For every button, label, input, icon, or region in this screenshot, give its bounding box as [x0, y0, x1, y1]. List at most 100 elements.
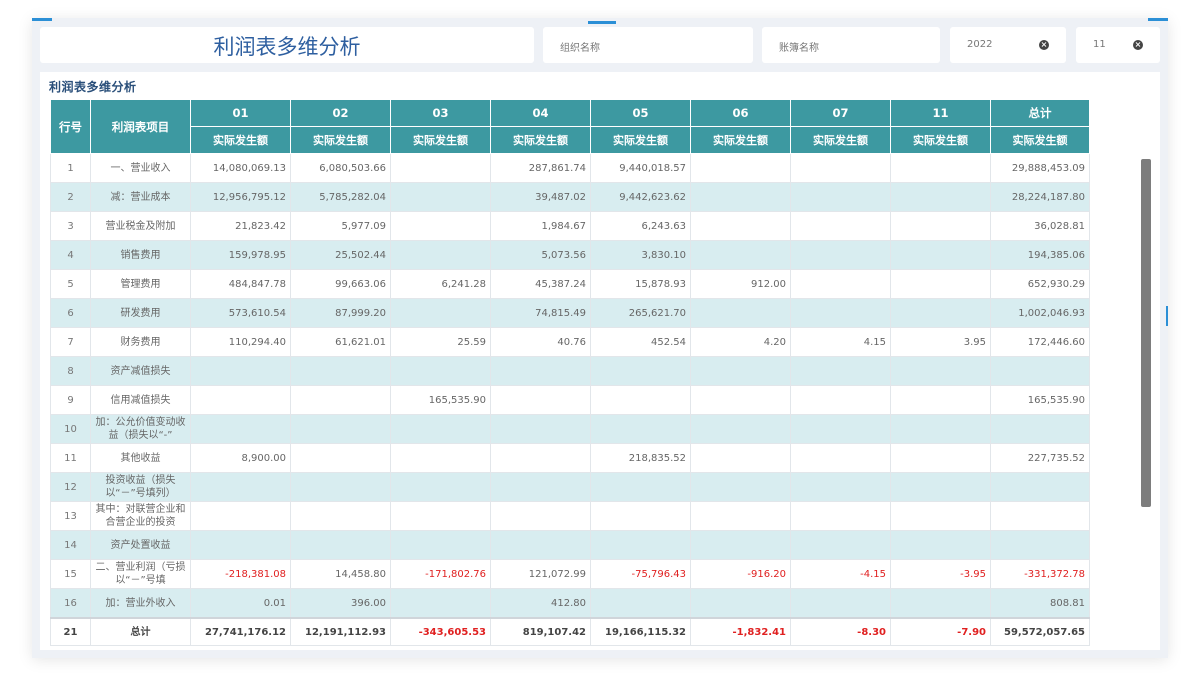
- value-cell: [690, 385, 791, 415]
- close-circle-icon[interactable]: ×: [1039, 40, 1049, 50]
- table-row[interactable]: 15 二、营业利润（亏损以“－”号填 -218,381.08 14,458.80 -17…: [50, 559, 1090, 589]
- measure-header[interactable]: 实际发生额: [590, 126, 691, 154]
- value-cell: [890, 211, 991, 241]
- value-cell: [390, 530, 491, 560]
- period-header[interactable]: 03: [390, 99, 491, 127]
- total-cell: -343,605.53: [390, 617, 491, 646]
- table-row[interactable]: 2 减：营业成本 12,956,795.12 5,785,282.04 39,487.0…: [50, 182, 1090, 212]
- period-header[interactable]: 05: [590, 99, 691, 127]
- value-cell: [990, 530, 1090, 560]
- table-row[interactable]: 6 研发费用 573,610.54 87,999.20 74,815.49 265,621…: [50, 298, 1090, 328]
- period-header[interactable]: 11: [890, 99, 991, 127]
- value-cell: [390, 182, 491, 212]
- value-cell: 165,535.90: [990, 385, 1090, 415]
- period-header[interactable]: 04: [490, 99, 591, 127]
- accent-bar-right: [1148, 18, 1168, 21]
- value-cell: 40.76: [490, 327, 591, 357]
- value-cell: 808.81: [990, 588, 1090, 619]
- value-cell: [790, 530, 891, 560]
- measure-header[interactable]: 实际发生额: [190, 126, 291, 154]
- row-item-label: 加：公允价值变动收益（损失以“-”: [90, 414, 191, 444]
- total-cell: -1,832.41: [690, 617, 791, 646]
- measure-header[interactable]: 实际发生额: [490, 126, 591, 154]
- value-cell: [690, 240, 791, 270]
- row-item-label: 投资收益（损失以“－”号填列）: [90, 472, 191, 502]
- total-cell: 19,166,115.32: [590, 617, 691, 646]
- year-select[interactable]: 2022 ×: [950, 27, 1066, 63]
- value-cell: 5,977.09: [290, 211, 391, 241]
- value-cell: 74,815.49: [490, 298, 591, 328]
- header-row-periods: 行号 利润表项目 01 02 03 04 05 06 07 11 总计: [50, 99, 1090, 154]
- row-index: 4: [50, 240, 91, 270]
- value-cell: [890, 269, 991, 299]
- year-value: 2022: [967, 39, 993, 50]
- value-cell: 287,861.74: [490, 153, 591, 183]
- table-row[interactable]: 8 资产减值损失: [50, 356, 1090, 386]
- value-cell: 6,241.28: [390, 269, 491, 299]
- period-header[interactable]: 07: [790, 99, 891, 127]
- org-select[interactable]: 组织名称: [543, 27, 753, 63]
- table-row[interactable]: 9 信用减值损失 165,535.90 165,535.90: [50, 385, 1090, 415]
- value-cell: [490, 356, 591, 386]
- value-cell: [390, 298, 491, 328]
- vertical-scrollbar[interactable]: [1141, 159, 1151, 507]
- row-index: 14: [50, 530, 91, 560]
- value-cell: [390, 211, 491, 241]
- table-row[interactable]: 5 管理费用 484,847.78 99,663.06 6,241.28 45,387.2…: [50, 269, 1090, 299]
- value-cell: 396.00: [290, 588, 391, 619]
- period-header[interactable]: 06: [690, 99, 791, 127]
- header-row-measure: 实际发生额 实际发生额 实际发生额 实际发生额 实际发生额 实际发生额 实际发生…: [51, 126, 1090, 154]
- table-row[interactable]: 1 一、营业收入 14,080,069.13 6,080,503.66 287,861.…: [50, 153, 1090, 183]
- table-row[interactable]: 7 财务费用 110,294.40 61,621.01 25.59 40.76 452.54…: [50, 327, 1090, 357]
- table-row[interactable]: 11 其他收益 8,900.00 218,835.52 227,735.52: [50, 443, 1090, 473]
- value-cell: [690, 182, 791, 212]
- row-index: 6: [50, 298, 91, 328]
- value-cell: 3.95: [890, 327, 991, 357]
- measure-header[interactable]: 实际发生额: [790, 126, 891, 154]
- measure-header[interactable]: 实际发生额: [690, 126, 791, 154]
- accent-bar-center: [588, 21, 616, 24]
- value-cell: -331,372.78: [990, 559, 1090, 589]
- value-cell: 5,073.56: [490, 240, 591, 270]
- value-cell: 25,502.44: [290, 240, 391, 270]
- table-row[interactable]: 12 投资收益（损失以“－”号填列）: [50, 472, 1090, 502]
- period-select[interactable]: 11 ×: [1076, 27, 1160, 63]
- table-row[interactable]: 3 营业税金及附加 21,823.42 5,977.09 1,984.67 6,243.6…: [50, 211, 1090, 241]
- close-circle-icon[interactable]: ×: [1133, 40, 1143, 50]
- value-cell: [690, 472, 791, 502]
- value-cell: [590, 501, 691, 531]
- measure-header[interactable]: 实际发生额: [890, 126, 991, 154]
- table-row[interactable]: 4 销售费用 159,978.95 25,502.44 5,073.56 3,830.10…: [50, 240, 1090, 270]
- period-header[interactable]: 总计: [990, 99, 1090, 127]
- value-cell: -75,796.43: [590, 559, 691, 589]
- total-index: 21: [50, 617, 91, 646]
- row-index: 3: [50, 211, 91, 241]
- value-cell: [290, 443, 391, 473]
- accent-bar-left: [32, 18, 52, 21]
- value-cell: -4.15: [790, 559, 891, 589]
- measure-header[interactable]: 实际发生额: [290, 126, 391, 154]
- value-cell: 912.00: [690, 269, 791, 299]
- col-item-header[interactable]: 利润表项目: [90, 99, 191, 154]
- measure-header[interactable]: 实际发生额: [390, 126, 491, 154]
- title-box: 利润表多维分析: [40, 27, 534, 63]
- table-row[interactable]: 16 加：营业外收入 0.01 396.00 412.80 808.81: [50, 588, 1090, 619]
- row-item-label: 一、营业收入: [90, 153, 191, 183]
- row-item-label: 资产减值损失: [90, 356, 191, 386]
- value-cell: [590, 385, 691, 415]
- period-header[interactable]: 01: [190, 99, 291, 127]
- row-item-label: 销售费用: [90, 240, 191, 270]
- col-index-header[interactable]: 行号: [50, 99, 91, 154]
- value-cell: [990, 472, 1090, 502]
- table-row[interactable]: 13 其中：对联营企业和合营企业的投资: [50, 501, 1090, 531]
- book-select[interactable]: 账簿名称: [762, 27, 940, 63]
- value-cell: [390, 472, 491, 502]
- period-header[interactable]: 02: [290, 99, 391, 127]
- measure-header[interactable]: 实际发生额: [990, 126, 1090, 154]
- value-cell: [290, 356, 391, 386]
- value-cell: 28,224,187.80: [990, 182, 1090, 212]
- value-cell: 15,878.93: [590, 269, 691, 299]
- table-row[interactable]: 10 加：公允价值变动收益（损失以“-”: [50, 414, 1090, 444]
- row-item-label: 管理费用: [90, 269, 191, 299]
- table-row[interactable]: 14 资产处置收益: [50, 530, 1090, 560]
